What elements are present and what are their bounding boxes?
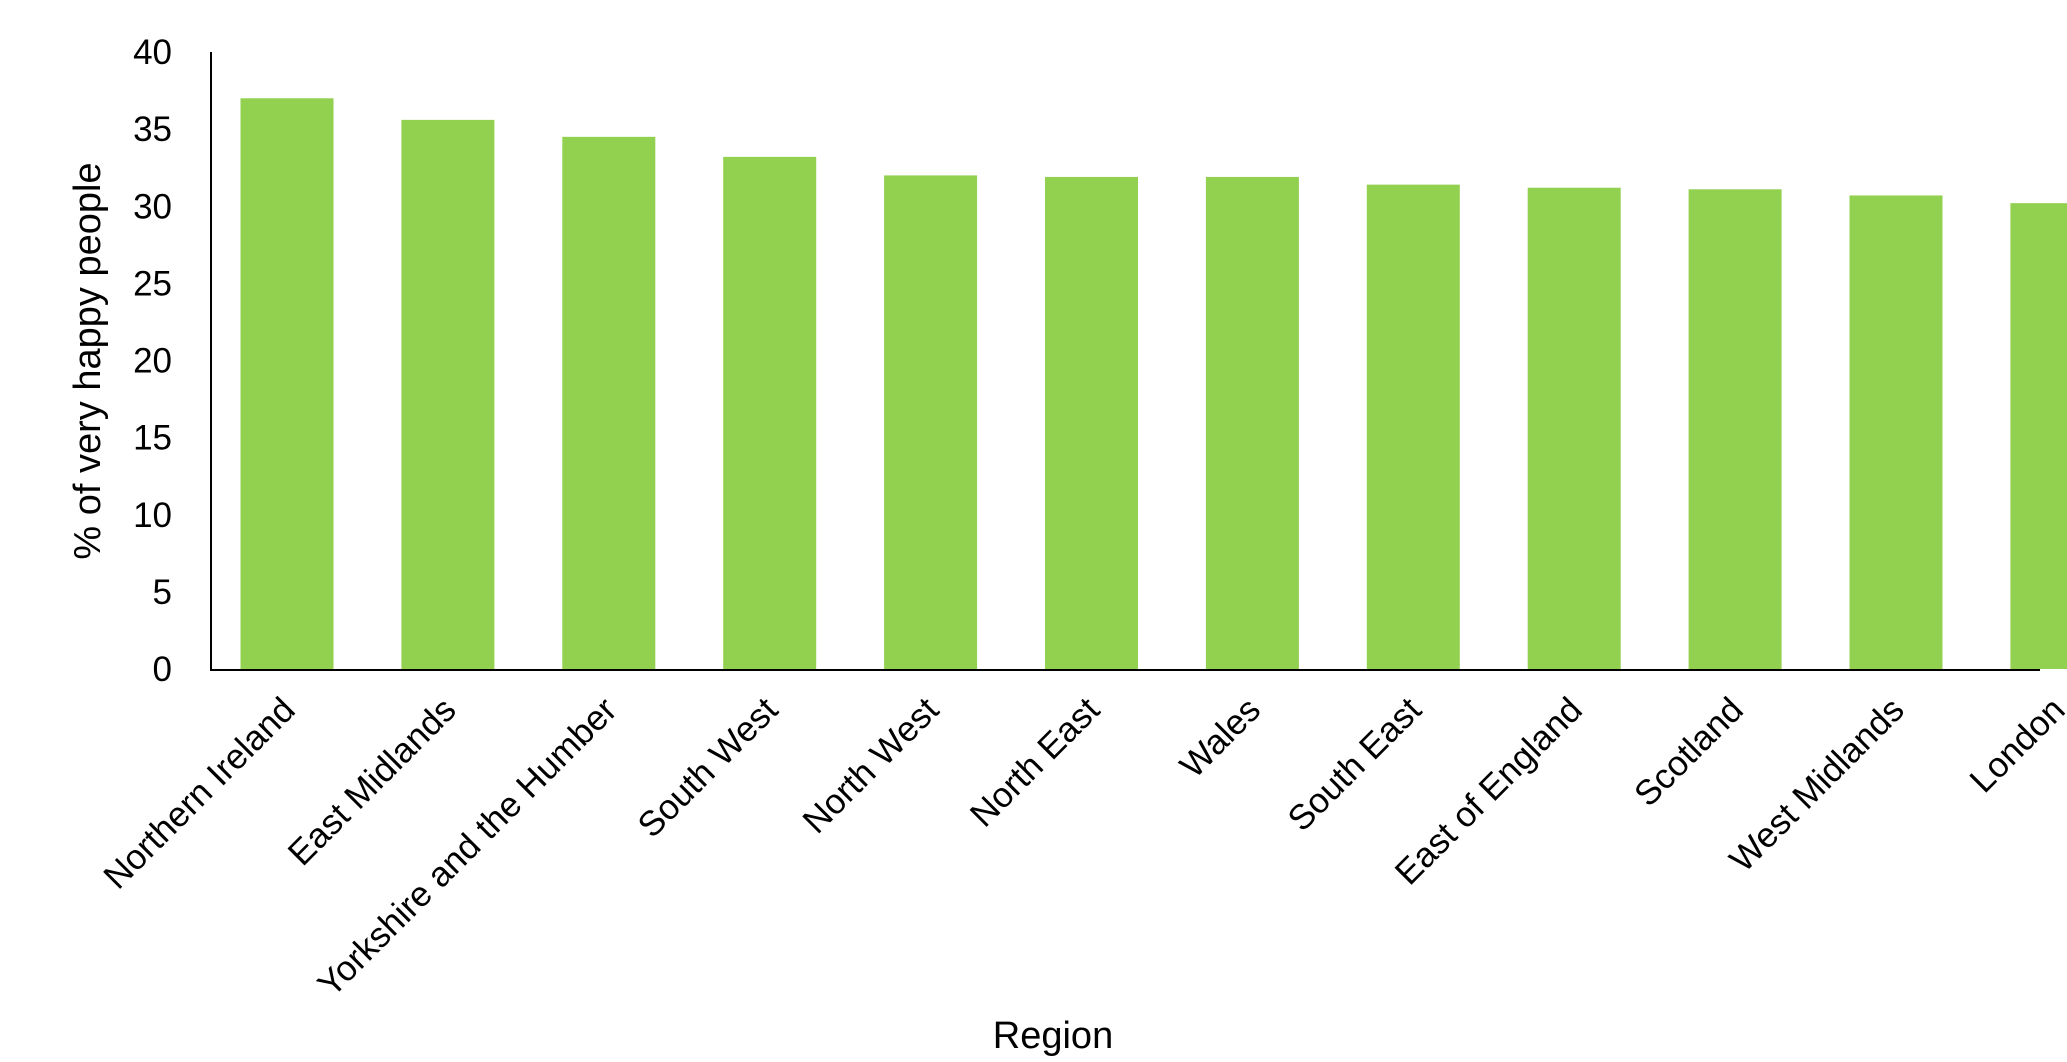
x-tick-label: North West (795, 690, 946, 841)
y-tick-label: 10 (133, 496, 172, 535)
bar (1849, 195, 1943, 669)
bar (1688, 189, 1782, 669)
bar (1045, 176, 1138, 669)
y-tick-label: 30 (133, 187, 172, 226)
x-tick-label: South East (1280, 690, 1429, 839)
bar (2010, 203, 2067, 670)
x-tick-label: South West (630, 690, 785, 845)
bar (1366, 184, 1460, 669)
x-axis-title: Region (993, 1015, 1113, 1057)
x-tick-label: East Midlands (281, 690, 464, 873)
bar (240, 98, 334, 669)
x-tick-label: West Midlands (1722, 690, 1911, 879)
y-tick-label: 25 (133, 264, 172, 303)
y-tick-label: 20 (133, 342, 172, 381)
bar (401, 119, 495, 670)
y-axis-title: % of very happy people (67, 162, 109, 559)
bar (723, 156, 817, 669)
bar (562, 136, 656, 669)
x-tick-label: Yorkshire and the Humber (310, 690, 624, 1004)
x-tick-label: North East (963, 690, 1108, 835)
x-tick-label: Wales (1173, 690, 1268, 785)
y-tick-labels: 0 5 10 15 20 25 30 35 40 (133, 33, 172, 689)
bar (884, 175, 978, 669)
bars (240, 98, 2067, 670)
y-tick-label: 15 (133, 419, 172, 458)
x-tick-label: London (1962, 690, 2067, 800)
x-tick-label: Northern Ireland (96, 690, 302, 896)
y-tick-label: 40 (133, 33, 172, 72)
bar (1205, 176, 1299, 669)
x-tick-label: Scotland (1627, 690, 1751, 814)
bar (1527, 187, 1621, 670)
y-tick-label: 35 (133, 110, 172, 149)
y-tick-label: 0 (153, 650, 172, 689)
y-tick-label: 5 (153, 573, 172, 612)
